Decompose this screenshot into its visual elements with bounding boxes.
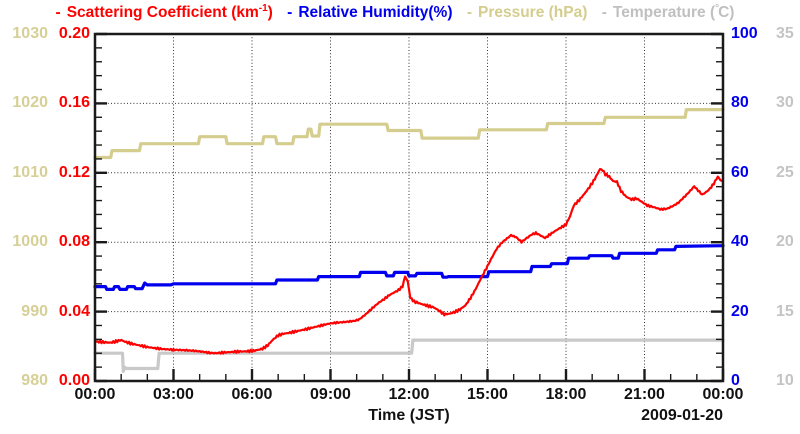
temperature-tick-label: 15 — [776, 302, 794, 320]
pressure-tick-label: 1020 — [12, 94, 48, 112]
pressure-tick-label: 1030 — [12, 25, 48, 42]
time-tick-label: 03:00 — [153, 386, 194, 403]
chart-legend: - Scattering Coefficient (km-1) - Relative… — [0, 3, 800, 22]
legend-temperature: - Temperature (°C) — [601, 3, 735, 22]
axis-ticks — [93, 32, 725, 383]
series-scattering-line — [93, 168, 725, 355]
scattering-tick-label: 0.08 — [58, 233, 90, 251]
legend-dash-icon: - — [55, 4, 61, 22]
legend-relative-humidity: - Relative Humidity(%) — [287, 4, 452, 21]
legend-dash-icon: - — [466, 4, 472, 22]
series-rh-line — [93, 244, 725, 291]
legend-scattering-coefficient: - Scattering Coefficient (km-1) — [55, 3, 273, 22]
series-lines — [93, 107, 725, 373]
temperature-tick-label: 10 — [776, 372, 794, 389]
legend-label: Temperature ( — [612, 4, 716, 22]
time-tick-label: 15:00 — [467, 386, 508, 403]
scattering-tick-label: 0.04 — [58, 302, 90, 320]
series-temperature-line — [93, 338, 725, 373]
rh-tick-label: 80 — [731, 94, 749, 112]
date-label: 2009-01-20 — [641, 407, 723, 424]
legend-pressure: - Pressure (hPa) — [467, 4, 588, 21]
legend-label: Scattering Coefficient (km — [66, 4, 259, 22]
degree-symbol: ° — [715, 3, 720, 14]
rh-tick-label: 60 — [731, 163, 749, 181]
legend-dash-icon: - — [601, 4, 607, 22]
time-tick-label: 06:00 — [231, 386, 273, 403]
x-axis-title: Time (JST) — [368, 407, 450, 424]
time-tick-label: 00:00 — [702, 386, 744, 403]
temperature-tick-label: 25 — [776, 163, 794, 181]
plot-frame — [93, 32, 725, 383]
gridlines — [95, 34, 723, 381]
pressure-tick-label: 980 — [21, 372, 48, 389]
pressure-tick-label: 990 — [21, 302, 48, 320]
time-tick-label: 12:00 — [388, 386, 430, 403]
time-tick-label: 18:00 — [545, 386, 587, 403]
scattering-tick-label: 0.00 — [58, 372, 90, 389]
scattering-tick-label: 0.16 — [58, 94, 90, 112]
pressure-tick-label: 1010 — [12, 163, 48, 181]
scattering-tick-label: 0.12 — [58, 163, 90, 181]
time-tick-label: 00:00 — [74, 386, 116, 403]
legend-superscript: -1 — [258, 3, 268, 14]
rh-tick-label: 100 — [731, 25, 758, 42]
temperature-tick-label: 30 — [776, 94, 794, 112]
rh-tick-label: 40 — [731, 233, 749, 251]
temperature-tick-label: 20 — [776, 233, 794, 251]
time-tick-label: 09:00 — [310, 386, 351, 403]
scattering-tick-label: 0.20 — [58, 25, 90, 42]
temperature-tick-label: 35 — [776, 25, 794, 42]
legend-label-suffix: ) — [267, 4, 273, 22]
legend-label: Relative Humidity(%) — [298, 4, 453, 22]
legend-label-suffix: C) — [718, 4, 735, 22]
pressure-tick-label: 1000 — [12, 233, 48, 251]
legend-dash-icon: - — [287, 4, 293, 22]
legend-label: Pressure (hPa) — [477, 4, 588, 22]
series-pressure-line — [93, 107, 725, 160]
rh-tick-label: 0 — [731, 372, 740, 389]
time-tick-label: 21:00 — [624, 386, 665, 403]
rh-tick-label: 20 — [731, 302, 749, 320]
